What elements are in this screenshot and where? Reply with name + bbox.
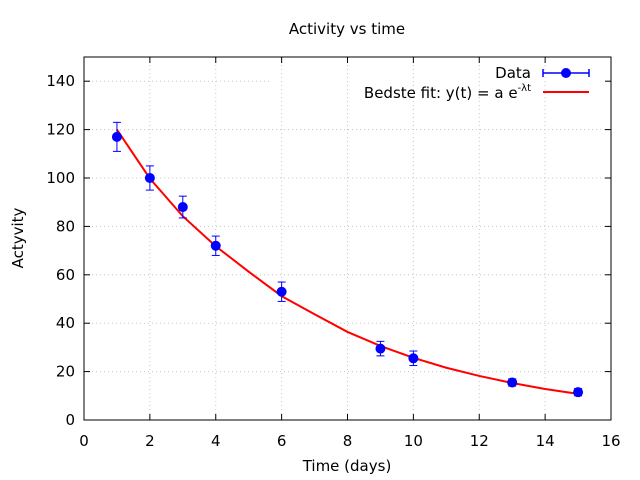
x-tick-label: 16 <box>601 432 620 450</box>
data-point <box>144 173 155 183</box>
axis-ticks: 0 2 4 6 8 10 12 14 16 0 20 40 60 80 100 120 140 <box>46 57 621 450</box>
legend-marker-data <box>542 68 590 78</box>
fit-line <box>116 129 579 395</box>
chart-title: Activity vs time <box>289 20 405 38</box>
fit-series <box>116 129 579 395</box>
y-tick-label: 60 <box>56 266 75 284</box>
grid-lines <box>84 57 611 420</box>
x-axis-label: Time (days) <box>302 457 392 475</box>
data-point <box>210 240 221 251</box>
y-tick-label: 0 <box>65 411 75 429</box>
y-tick-label: 40 <box>56 314 75 332</box>
x-tick-label: 14 <box>536 432 555 450</box>
x-tick-label: 2 <box>145 432 155 450</box>
y-tick-label: 140 <box>46 72 75 90</box>
x-tick-label: 8 <box>343 432 353 450</box>
x-tick-label: 4 <box>211 432 221 450</box>
data-point <box>177 202 188 213</box>
x-tick-label: 12 <box>470 432 489 450</box>
legend-label-data: Data <box>495 64 531 82</box>
data-point <box>573 387 584 398</box>
x-tick-label: 6 <box>277 432 287 450</box>
data-point <box>276 286 287 297</box>
y-tick-label: 120 <box>46 121 75 139</box>
y-axis-label: Actyvity <box>9 207 27 268</box>
data-series <box>111 131 584 398</box>
data-point <box>111 131 122 142</box>
data-point <box>408 353 419 364</box>
legend-fit-superscript: -λt <box>518 83 532 94</box>
legend-fit-main: Bedste fit: y(t) = a e <box>364 84 518 102</box>
x-tick-label: 10 <box>404 432 423 450</box>
y-tick-label: 100 <box>46 169 75 187</box>
y-tick-label: 20 <box>56 363 75 381</box>
legend: Data Bedste fit: y(t) = a e-λt <box>364 64 590 102</box>
y-tick-label: 80 <box>56 217 75 235</box>
x-tick-label: 0 <box>79 432 89 450</box>
data-point <box>375 343 386 354</box>
legend-label-fit: Bedste fit: y(t) = a e-λt <box>364 83 531 102</box>
data-point <box>507 377 518 388</box>
error-bars <box>112 121 583 397</box>
